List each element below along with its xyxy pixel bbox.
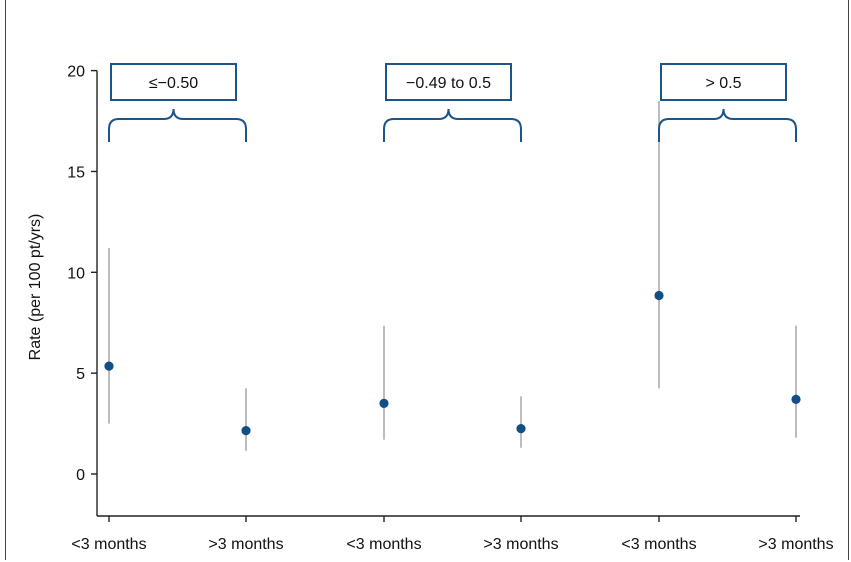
group-bracket <box>383 108 522 142</box>
data-point <box>241 426 251 436</box>
x-tick-label: <3 months <box>71 536 146 553</box>
group-bracket <box>108 108 247 142</box>
x-tick-label: >3 months <box>208 536 283 553</box>
axes: 0 5 10 15 20 <3 months >3 months <3 months >3 mo… <box>67 64 833 553</box>
y-tick-label: 20 <box>67 64 85 81</box>
x-tick-label: <3 months <box>346 536 421 553</box>
y-tick-label: 5 <box>76 366 85 383</box>
data-point <box>791 394 801 404</box>
x-tick-label: >3 months <box>758 536 833 553</box>
x-tick-label: <3 months <box>621 536 696 553</box>
y-tick-label: 10 <box>67 265 85 282</box>
group-label: ≤−0.50 <box>149 75 198 92</box>
y-axis-label: Rate (per 100 pt/yrs) <box>27 214 44 361</box>
data-point <box>379 398 389 409</box>
group-bracket <box>658 108 797 142</box>
data-point <box>516 424 526 434</box>
y-tick-label: 0 <box>76 467 85 484</box>
chart-frame <box>5 0 849 560</box>
data-point <box>654 290 664 301</box>
x-tick-label: >3 months <box>483 536 558 553</box>
error-bars <box>108 100 797 451</box>
group-label: −0.49 to 0.5 <box>406 75 491 92</box>
y-tick-label: 15 <box>67 164 85 181</box>
data-point <box>104 361 114 371</box>
group-label-box <box>110 63 237 101</box>
group-label-box <box>660 63 787 101</box>
group-brackets: ≤−0.50 −0.49 to 0.5 > 0.5 <box>108 63 797 142</box>
group-label-box <box>385 63 512 101</box>
group-label: > 0.5 <box>705 75 741 92</box>
data-points <box>104 290 801 436</box>
